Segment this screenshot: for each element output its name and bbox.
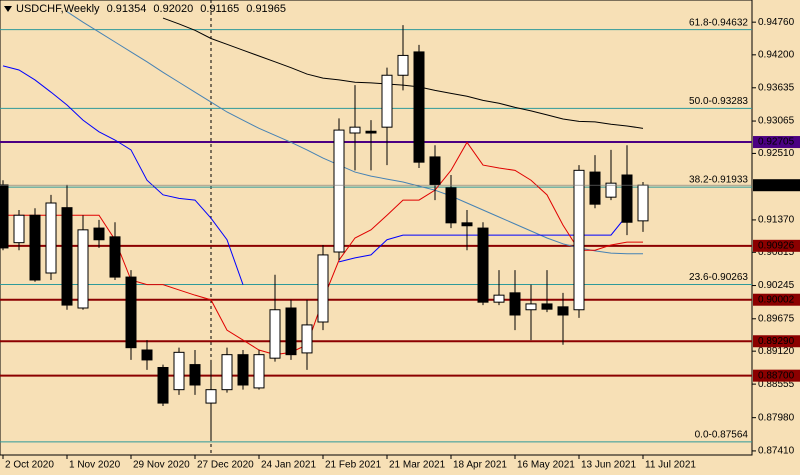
overlay-line bbox=[2, 65, 244, 285]
candle-body bbox=[445, 187, 457, 224]
candle-body bbox=[45, 202, 57, 274]
y-tick-label: 0.90815 bbox=[758, 247, 795, 258]
current-price-box bbox=[753, 179, 800, 192]
price-line-label: 0.90926 bbox=[758, 240, 795, 251]
x-tick-label: 1 Nov 2020 bbox=[69, 460, 121, 471]
x-tick-label: 11 Jul 2021 bbox=[645, 460, 696, 471]
x-tick-label: 24 Jan 2021 bbox=[261, 460, 316, 471]
candle-body bbox=[61, 207, 73, 306]
y-tick-label: 0.94200 bbox=[758, 49, 795, 60]
candle-body bbox=[269, 309, 281, 359]
price-line-label: 0.90002 bbox=[758, 294, 795, 305]
chart-title: USDCHF,Weekly bbox=[16, 3, 100, 15]
candle-body bbox=[125, 276, 137, 349]
candle-body bbox=[333, 129, 345, 253]
price-line-box bbox=[753, 136, 800, 149]
candle-body bbox=[573, 169, 585, 311]
candle-body bbox=[285, 307, 297, 356]
candle-body bbox=[541, 303, 553, 310]
candle-body bbox=[589, 171, 601, 205]
candle-body bbox=[29, 214, 41, 281]
candle-body bbox=[109, 236, 121, 278]
candle-body bbox=[413, 51, 425, 163]
candle-body bbox=[477, 227, 489, 303]
x-tick-label: 13 Jun 2021 bbox=[581, 460, 636, 471]
candle-body bbox=[93, 227, 105, 241]
fib-label: 0.0-0.87564 bbox=[695, 430, 749, 441]
y-tick-label: 0.93065 bbox=[758, 116, 795, 127]
y-tick-label: 0.90245 bbox=[758, 280, 795, 291]
candle-body bbox=[221, 354, 233, 391]
fib-label: 23.6-0.90263 bbox=[689, 272, 748, 283]
candle-body bbox=[301, 324, 313, 354]
candle-body bbox=[509, 292, 521, 316]
plot-area bbox=[0, 0, 753, 456]
x-tick-label: 16 May 2021 bbox=[517, 460, 575, 471]
candle-body bbox=[205, 389, 217, 404]
header-low: 0.91165 bbox=[200, 3, 239, 15]
candle-body bbox=[557, 306, 569, 316]
x-tick-label: 27 Dec 2020 bbox=[197, 460, 254, 471]
candle-body bbox=[317, 254, 329, 323]
fib-label: 50.0-0.93283 bbox=[689, 96, 748, 107]
price-line-box bbox=[753, 239, 800, 252]
candle-body bbox=[397, 54, 409, 76]
y-tick-label: 0.89120 bbox=[758, 346, 795, 357]
header-high: 0.92020 bbox=[153, 3, 193, 15]
candle-body bbox=[253, 354, 265, 389]
y-tick-label: 0.89675 bbox=[758, 313, 795, 324]
x-tick-label: 29 Nov 2020 bbox=[133, 460, 190, 471]
candle-body bbox=[621, 174, 633, 223]
candle-body bbox=[141, 349, 153, 361]
x-tick-label: 21 Mar 2021 bbox=[389, 460, 446, 471]
x-tick-label: 21 Feb 2021 bbox=[325, 460, 382, 471]
price-line-label: 0.92705 bbox=[758, 137, 795, 148]
candle-body bbox=[173, 351, 185, 391]
candle-body bbox=[525, 303, 537, 311]
price-line-box bbox=[753, 369, 800, 382]
candle-body bbox=[365, 130, 377, 134]
candle-body bbox=[429, 156, 441, 186]
price-line-label: 0.89290 bbox=[758, 336, 795, 347]
header-open: 0.91354 bbox=[107, 3, 147, 15]
fib-label: 61.8-0.94632 bbox=[689, 17, 748, 28]
y-tick-label: 0.87410 bbox=[758, 446, 795, 457]
header-icon bbox=[4, 6, 12, 12]
x-tick-label: 2 Oct 2020 bbox=[5, 460, 54, 471]
chart-header: USDCHF,Weekly 0.91354 0.92020 0.91165 0.… bbox=[16, 3, 286, 15]
header-close: 0.91965 bbox=[246, 3, 286, 15]
candle-body bbox=[237, 354, 249, 386]
candle-body bbox=[349, 126, 361, 134]
x-tick-label: 18 Apr 2021 bbox=[453, 460, 507, 471]
candle-body bbox=[637, 184, 649, 222]
y-tick-label: 0.91370 bbox=[758, 215, 795, 226]
candle-body bbox=[189, 364, 201, 386]
price-line-box bbox=[753, 335, 800, 348]
y-tick-label: 0.93635 bbox=[758, 82, 795, 93]
price-line-box bbox=[753, 293, 800, 306]
y-tick-label: 0.87980 bbox=[758, 412, 795, 423]
candle-body bbox=[605, 182, 617, 198]
y-tick-label: 0.94760 bbox=[758, 17, 795, 28]
candle-body bbox=[13, 214, 25, 244]
y-tick-label: 0.92510 bbox=[758, 148, 795, 159]
y-tick-label: 0.88555 bbox=[758, 379, 795, 390]
overlay-line bbox=[66, 11, 643, 255]
plot-layer: 61.8-0.94632 50.0-0.93283 38.2-0.91933 23.6… bbox=[0, 11, 752, 443]
fib-label: 38.2-0.91933 bbox=[689, 175, 748, 186]
candle-body bbox=[157, 367, 169, 404]
candle-body bbox=[0, 184, 9, 249]
current-price-label: 0.91965 bbox=[758, 180, 795, 191]
candle-body bbox=[77, 229, 89, 309]
price-line-label: 0.88700 bbox=[758, 370, 795, 381]
candle-body bbox=[461, 222, 473, 227]
candle-body bbox=[381, 74, 393, 128]
candle-body bbox=[493, 294, 505, 303]
